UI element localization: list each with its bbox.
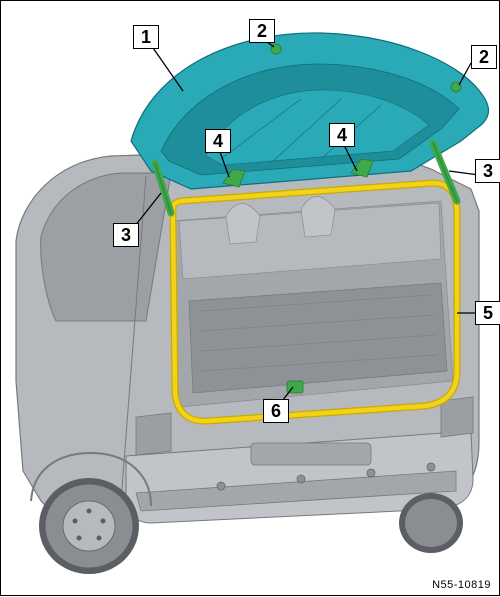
diagram-frame: 1 2 2 3 3 4 4 5 6 N55-10819 (0, 0, 500, 596)
reference-code: N55-10819 (432, 579, 491, 591)
callout-3-b: 3 (475, 159, 500, 183)
callout-3-a: 3 (113, 223, 139, 247)
car-body (16, 152, 479, 574)
callout-4-a: 4 (205, 129, 231, 153)
callout-2-a: 2 (249, 19, 275, 43)
callout-2-b: 2 (471, 45, 497, 69)
callout-6: 6 (263, 399, 289, 423)
tailgate-open (131, 33, 489, 189)
callout-1: 1 (133, 25, 159, 49)
vehicle-rear-illustration (1, 1, 500, 597)
callout-5: 5 (475, 301, 500, 325)
callout-4-b: 4 (329, 123, 355, 147)
